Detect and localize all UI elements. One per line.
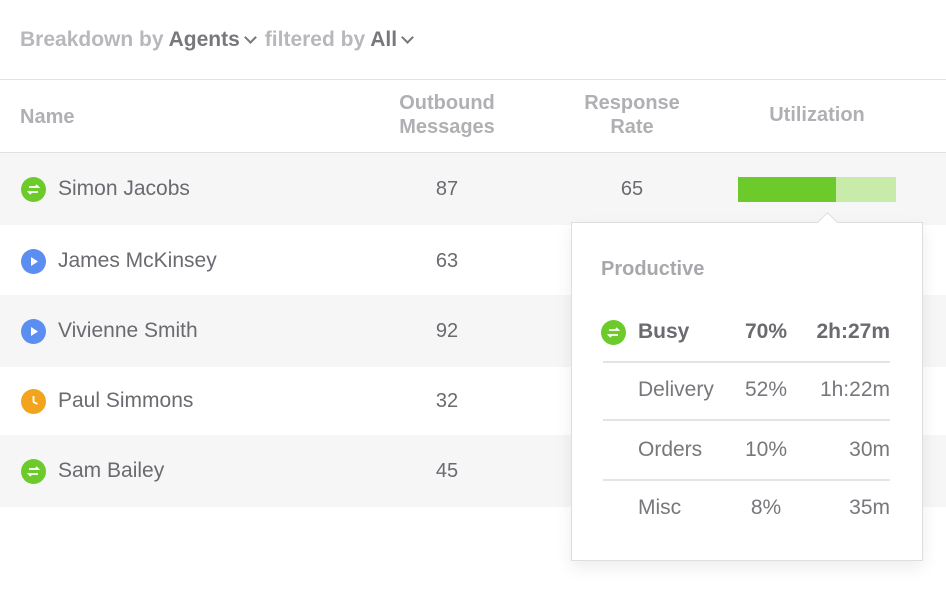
outbound-count: 32 (435, 390, 459, 412)
tooltip-title: Productive (601, 258, 705, 280)
table-row[interactable]: Simon Jacobs 87 65 (0, 153, 946, 225)
tooltip-percent: 8% (750, 496, 782, 519)
tooltip-duration: 35m (849, 496, 890, 519)
utilization-bar (738, 177, 836, 202)
tooltip-duration: 1h:22m (819, 378, 890, 401)
tooltip-duration: 2h:27m (816, 320, 890, 343)
tooltip-percent: 52% (744, 378, 788, 401)
column-header[interactable]: Name (20, 106, 75, 128)
agent-name: Simon Jacobs (58, 177, 190, 200)
tooltip-label: Orders (638, 438, 703, 461)
tooltip-duration: 30m (849, 438, 890, 461)
column-header[interactable]: Utilization (769, 104, 865, 126)
column-header[interactable]: Response Rate (584, 92, 680, 138)
status-icon (21, 389, 46, 414)
column-header[interactable]: Outbound Messages (399, 92, 495, 138)
tooltip-label: Misc (638, 496, 682, 519)
breakdown-label: Breakdown by (20, 28, 164, 51)
agent-name: Paul Simmons (58, 389, 194, 412)
tooltip-label: Delivery (638, 378, 714, 401)
outbound-count: 63 (435, 250, 459, 272)
outbound-count: 45 (435, 460, 459, 482)
status-icon (21, 249, 46, 274)
status-icon (601, 320, 626, 345)
filter-dropdown[interactable]: All (370, 28, 398, 51)
separator (603, 419, 890, 421)
tooltip: Productive Busy 70% 2h:27m Delivery 52% 1h:22… (571, 222, 923, 561)
filter-label: filtered by (264, 28, 366, 51)
agent-name: Sam Bailey (58, 459, 165, 482)
agent-name: James McKinsey (58, 249, 217, 272)
breakdown: Breakdown by Agents filtered by All (20, 28, 422, 52)
toolbar: Breakdown by Agents filtered by All (0, 0, 946, 80)
tooltip-label: Busy (638, 320, 690, 343)
response-rate: 65 (620, 178, 644, 200)
agent-name: Vivienne Smith (58, 319, 198, 342)
status-icon (21, 177, 46, 202)
tooltip-percent: 70% (744, 320, 788, 343)
separator (603, 361, 890, 363)
table-header: Name Outbound Messages Response Rate Uti… (0, 80, 946, 153)
breakdown-dropdown[interactable]: Agents (168, 28, 240, 51)
table-row[interactable]: Paul Simmons 32 (0, 365, 946, 437)
status-icon (21, 319, 46, 344)
outbound-count: 92 (435, 320, 459, 342)
separator (603, 479, 890, 481)
table-row[interactable]: James McKinsey 63 (0, 225, 946, 297)
status-icon (21, 459, 46, 484)
tooltip-percent: 10% (744, 438, 788, 461)
outbound-count: 87 (435, 178, 459, 200)
